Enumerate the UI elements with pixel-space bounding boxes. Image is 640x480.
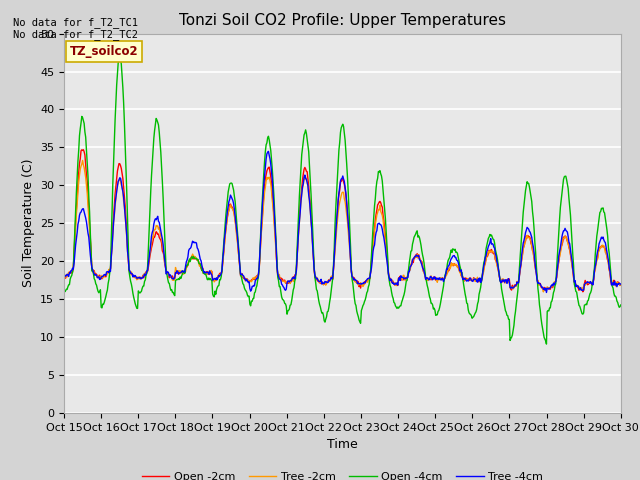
Open -2cm: [579, 289, 587, 295]
Tree -4cm: [127, 270, 135, 276]
Tree -2cm: [540, 289, 547, 295]
Open -2cm: [70, 251, 78, 257]
Open -2cm: [214, 275, 222, 280]
Tree -2cm: [185, 259, 193, 265]
Line: Open -2cm: Open -2cm: [64, 150, 621, 292]
Tree -2cm: [214, 273, 222, 278]
Open -4cm: [543, 341, 550, 347]
Title: Tonzi Soil CO2 Profile: Upper Temperatures: Tonzi Soil CO2 Profile: Upper Temperatur…: [179, 13, 506, 28]
Tree -4cm: [543, 289, 550, 295]
Line: Open -4cm: Open -4cm: [64, 58, 621, 344]
Open -4cm: [185, 259, 193, 265]
Open -2cm: [185, 258, 193, 264]
Tree -2cm: [411, 254, 419, 260]
Open -4cm: [411, 233, 419, 239]
Tree -4cm: [214, 277, 221, 283]
Open -2cm: [128, 272, 136, 277]
Open -4cm: [116, 55, 124, 60]
Open -2cm: [79, 147, 87, 153]
Tree -2cm: [617, 282, 625, 288]
Y-axis label: Soil Temperature (C): Soil Temperature (C): [22, 159, 35, 288]
Tree -2cm: [128, 271, 136, 277]
Tree -2cm: [79, 157, 86, 163]
Line: Tree -4cm: Tree -4cm: [64, 151, 621, 292]
Open -4cm: [428, 300, 435, 306]
Open -4cm: [128, 286, 136, 291]
Legend: Open -2cm, Tree -2cm, Open -4cm, Tree -4cm: Open -2cm, Tree -2cm, Open -4cm, Tree -4…: [137, 468, 548, 480]
Open -4cm: [617, 302, 625, 308]
Text: No data for f_T2_TC2: No data for f_T2_TC2: [13, 29, 138, 40]
Tree -4cm: [60, 272, 68, 278]
Tree -2cm: [428, 273, 435, 279]
Tree -4cm: [184, 254, 192, 260]
Open -4cm: [60, 287, 68, 292]
Line: Tree -2cm: Tree -2cm: [64, 160, 621, 292]
Tree -4cm: [264, 148, 272, 154]
Tree -4cm: [428, 274, 435, 280]
Tree -4cm: [70, 260, 78, 266]
Open -2cm: [428, 277, 435, 283]
Open -2cm: [617, 282, 625, 288]
Open -2cm: [60, 276, 68, 281]
Tree -4cm: [411, 254, 419, 260]
Tree -4cm: [617, 281, 625, 287]
Open -2cm: [411, 255, 419, 261]
Text: TZ_soilco2: TZ_soilco2: [70, 45, 138, 58]
X-axis label: Time: Time: [327, 438, 358, 451]
Open -4cm: [214, 283, 222, 289]
Tree -2cm: [60, 276, 68, 282]
Tree -2cm: [70, 252, 78, 258]
Open -4cm: [70, 246, 78, 252]
Text: No data for f_T2_TC1: No data for f_T2_TC1: [13, 17, 138, 28]
